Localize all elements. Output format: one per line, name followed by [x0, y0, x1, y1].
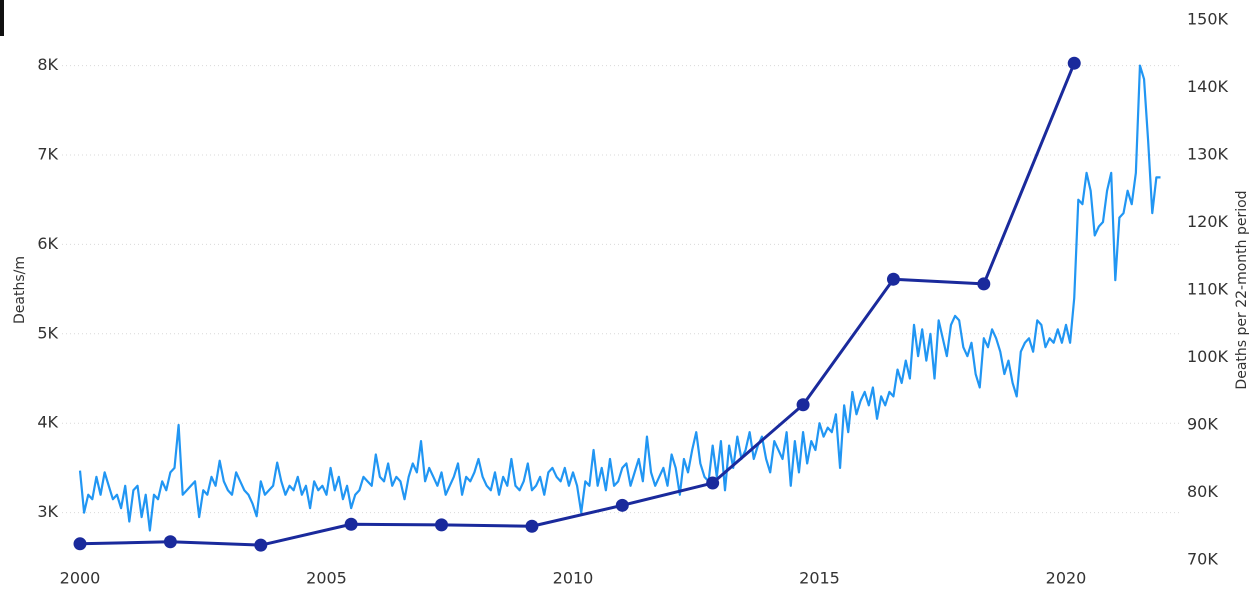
- series-marker: [73, 537, 87, 551]
- y2-tick-label: 110K: [1187, 280, 1229, 299]
- y2-tick-label: 120K: [1187, 212, 1229, 231]
- y2-tick-label: 100K: [1187, 347, 1229, 366]
- series-line: [78, 64, 1161, 532]
- y-tick-label: 7K: [37, 145, 58, 164]
- series-marker: [977, 277, 991, 291]
- y2-tick-label: 130K: [1187, 145, 1229, 164]
- y-tick-label: 8K: [37, 55, 58, 74]
- x-tick-label: 2005: [306, 569, 347, 588]
- x-tick-label: 2000: [60, 569, 101, 588]
- y-axis-title: Deaths/m: [12, 256, 28, 324]
- y2-tick-label: 80K: [1187, 482, 1218, 501]
- x-tick-label: 2020: [1046, 569, 1087, 588]
- series-marker: [886, 272, 900, 286]
- series-marker: [163, 535, 177, 549]
- series-marker: [1067, 56, 1081, 70]
- series-marker: [525, 519, 539, 533]
- y2-tick-label: 140K: [1187, 77, 1229, 96]
- series-marker: [254, 538, 268, 552]
- frame-edge: [0, 0, 4, 36]
- series-marker: [796, 398, 810, 412]
- y2-tick-label: 150K: [1187, 10, 1229, 29]
- y-tick-label: 6K: [37, 234, 58, 253]
- y2-tick-label: 70K: [1187, 550, 1218, 569]
- x-tick-label: 2010: [553, 569, 594, 588]
- x-tick-label: 2015: [799, 569, 840, 588]
- series-marker: [344, 517, 358, 531]
- series-marker: [706, 476, 720, 490]
- y-tick-label: 4K: [37, 413, 58, 432]
- series-marker: [435, 518, 449, 532]
- series-line: [79, 62, 1076, 547]
- y-tick-label: 5K: [37, 323, 58, 342]
- y2-tick-label: 90K: [1187, 415, 1218, 434]
- y-tick-label: 3K: [37, 502, 58, 521]
- y2-axis-title: Deaths per 22-month period: [1234, 190, 1250, 389]
- series-marker: [615, 498, 629, 512]
